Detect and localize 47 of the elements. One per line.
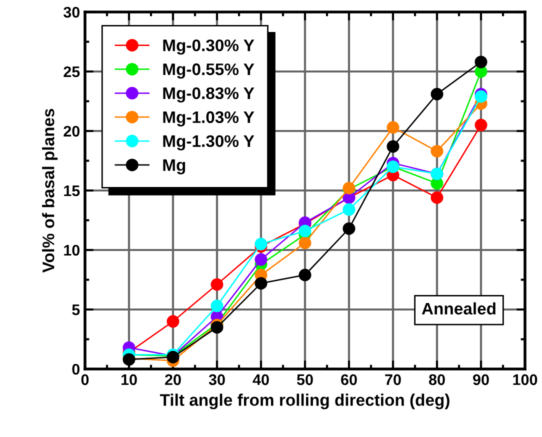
point bbox=[210, 300, 224, 312]
point bbox=[430, 88, 444, 100]
x-tick-label: 50 bbox=[296, 374, 313, 386]
point bbox=[298, 236, 312, 250]
point bbox=[474, 90, 488, 103]
point bbox=[254, 277, 268, 290]
legend-label: Mg-0.30% Y bbox=[163, 39, 254, 55]
point bbox=[210, 278, 224, 291]
point bbox=[298, 268, 312, 282]
annotation: Annealed bbox=[422, 302, 496, 315]
x-tick-label: 40 bbox=[252, 374, 269, 386]
x-tick-label: 70 bbox=[385, 374, 401, 386]
x-tick-label: 30 bbox=[208, 374, 225, 386]
x-tick-label: 10 bbox=[121, 374, 137, 386]
point bbox=[386, 121, 400, 134]
x-tick-label: 90 bbox=[473, 374, 489, 386]
y-tick-label: 10 bbox=[64, 244, 80, 256]
x-tick-label: 60 bbox=[341, 374, 357, 386]
legend-label: Mg-1.03% Y bbox=[163, 111, 254, 126]
y-tick-label: 25 bbox=[64, 66, 80, 78]
point bbox=[386, 140, 400, 153]
y-tick-label: 0 bbox=[72, 364, 80, 375]
legend-label: Mg-1.30% Y bbox=[163, 135, 254, 150]
x-tick-label: 20 bbox=[165, 374, 181, 386]
y-tick-label: 30 bbox=[64, 6, 80, 18]
point bbox=[474, 56, 488, 68]
point bbox=[210, 321, 224, 334]
point bbox=[254, 253, 268, 266]
x-tick-label: 100 bbox=[513, 374, 538, 386]
point bbox=[342, 203, 356, 216]
point bbox=[342, 222, 356, 235]
legend-label: Mg-0.83% Y bbox=[163, 87, 254, 103]
x-tick-label: 80 bbox=[428, 374, 445, 386]
legend-label: Mg-0.55% Y bbox=[163, 63, 254, 79]
x-axis-title: Tilt angle from rolling direction (deg) bbox=[160, 394, 450, 410]
point bbox=[430, 144, 444, 158]
point bbox=[298, 224, 312, 238]
y-tick-label: 20 bbox=[64, 126, 80, 137]
point bbox=[254, 238, 268, 250]
point bbox=[474, 118, 488, 132]
legend-label: Mg bbox=[163, 159, 186, 174]
x-tick-label: 0 bbox=[81, 374, 89, 386]
y-axis-title: Vol% of basal planes bbox=[42, 108, 58, 273]
y-tick-label: 5 bbox=[72, 304, 80, 316]
y-tick-label: 15 bbox=[64, 186, 80, 196]
point bbox=[166, 315, 180, 328]
point bbox=[430, 191, 444, 204]
